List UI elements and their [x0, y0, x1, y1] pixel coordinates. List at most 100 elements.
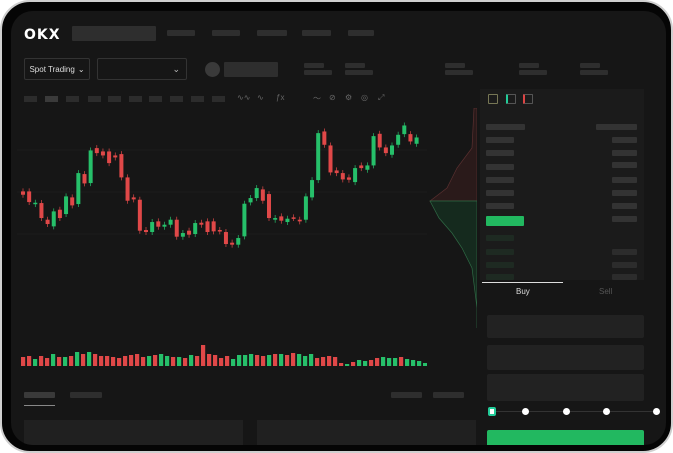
draw-icon[interactable]: ⊘ — [329, 93, 336, 102]
volume-bar — [273, 354, 278, 366]
volume-bar — [297, 354, 302, 366]
stat-value — [445, 70, 473, 75]
slider-handle[interactable] — [488, 407, 496, 416]
candle — [346, 177, 351, 180]
book-both-icon[interactable] — [488, 94, 498, 104]
tab-sell[interactable]: Sell — [599, 287, 613, 296]
volume-bar — [195, 356, 200, 366]
nav-item[interactable] — [348, 30, 374, 36]
volume-bar — [243, 355, 248, 366]
nav-item[interactable] — [167, 30, 195, 36]
volume-bar — [159, 354, 164, 366]
volume-bar — [357, 360, 362, 366]
search-bar[interactable] — [72, 26, 156, 41]
ask-price — [486, 164, 514, 170]
pair-dropdown[interactable]: ⌄ — [97, 58, 187, 80]
stat-label — [445, 63, 465, 68]
candle — [217, 230, 222, 232]
candle — [150, 222, 155, 233]
nav-item[interactable] — [302, 30, 331, 36]
ask-price — [486, 190, 514, 196]
volume-bar — [339, 363, 344, 366]
filter-button[interactable] — [391, 392, 422, 398]
candle — [383, 147, 388, 154]
timeframe-button[interactable] — [66, 96, 79, 102]
bid-price — [486, 262, 514, 268]
candle — [27, 191, 32, 203]
candle — [310, 180, 315, 198]
total-input[interactable] — [487, 374, 644, 401]
settings-icon[interactable]: ⚙ — [345, 93, 353, 102]
timeframe-button[interactable] — [212, 96, 225, 102]
candle — [64, 196, 69, 215]
trading-screen: OKX Spot Trading ⌄ ⌄ ∿∿ ∿ ƒx 〜 ⊘ ⚙ ◎ ⤢ Bu… — [11, 11, 666, 445]
candle — [365, 165, 370, 170]
last-price[interactable] — [486, 216, 524, 226]
timeframe-button[interactable] — [191, 96, 204, 102]
screenshot-icon[interactable]: ◎ — [361, 93, 368, 102]
candle — [70, 197, 75, 206]
timeframe-button[interactable] — [149, 96, 162, 102]
volume-bar — [309, 354, 314, 366]
spot-trading-dropdown[interactable]: Spot Trading ⌄ — [24, 58, 90, 80]
timeframe-button[interactable] — [108, 96, 121, 102]
buy-button[interactable] — [487, 430, 644, 445]
volume-bar — [111, 357, 116, 366]
slider-stop-50[interactable] — [563, 408, 570, 415]
timeframe-button[interactable] — [45, 96, 58, 102]
slider-stop-75[interactable] — [603, 408, 610, 415]
candle — [248, 198, 253, 203]
timeframe-button[interactable] — [129, 96, 142, 102]
amount-input[interactable] — [487, 345, 644, 370]
candle — [187, 230, 192, 235]
filter-button[interactable] — [433, 392, 464, 398]
price-input[interactable] — [487, 315, 644, 338]
volume-bar — [153, 355, 158, 366]
candle — [371, 136, 376, 166]
fullscreen-icon[interactable]: ⤢ — [378, 93, 385, 102]
volume-bar — [147, 356, 152, 366]
indicator-icon[interactable]: ∿∿ — [237, 93, 251, 102]
volume-bar — [393, 358, 398, 366]
candle — [291, 217, 296, 219]
volume-bar — [387, 358, 392, 366]
slider-stop-100[interactable] — [653, 408, 660, 415]
function-icon[interactable]: ƒx — [276, 93, 285, 102]
timeframe-button[interactable] — [170, 96, 183, 102]
volume-bar — [333, 357, 338, 366]
volume-bar — [135, 354, 140, 366]
volume-bar — [63, 357, 68, 366]
volume-bar — [405, 359, 410, 366]
book-bids-icon[interactable] — [506, 94, 516, 104]
slider-stop-25[interactable] — [522, 408, 529, 415]
volume-bar — [249, 354, 254, 366]
volume-bar — [279, 354, 284, 366]
candle — [125, 177, 130, 201]
candlestick-chart[interactable] — [17, 108, 427, 368]
ask-amount — [612, 203, 637, 209]
line-tool-icon[interactable]: 〜 — [313, 94, 321, 103]
volume-bar — [207, 354, 212, 366]
tab-open-orders[interactable] — [24, 392, 55, 398]
candle — [408, 134, 413, 142]
pair-name — [224, 62, 278, 77]
nav-item[interactable] — [212, 30, 240, 36]
book-asks-icon[interactable] — [523, 94, 533, 104]
slider-track[interactable] — [492, 411, 657, 412]
volume-bar — [321, 357, 326, 366]
candle — [396, 134, 401, 145]
spot-trading-label: Spot Trading — [29, 64, 75, 74]
ask-price — [486, 177, 514, 183]
tab-buy[interactable]: Buy — [516, 287, 530, 296]
candle — [33, 202, 38, 205]
nav-item[interactable] — [257, 30, 287, 36]
timeframe-button[interactable] — [88, 96, 101, 102]
candle — [230, 242, 235, 245]
chevron-down-icon: ⌄ — [77, 64, 85, 74]
candle — [88, 150, 93, 184]
ask-amount — [612, 190, 637, 196]
candle — [273, 218, 278, 220]
tab-history[interactable] — [70, 392, 102, 398]
timeframe-button[interactable] — [24, 96, 37, 102]
chart-type-icon[interactable]: ∿ — [257, 93, 264, 102]
